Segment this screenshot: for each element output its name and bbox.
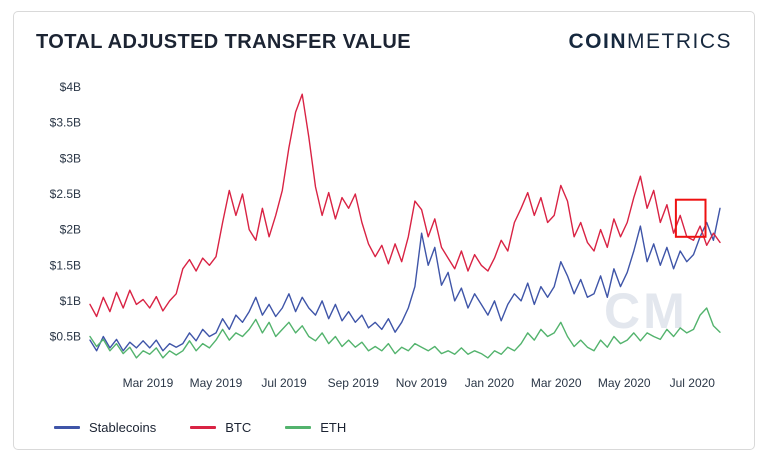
x-axis-label: Jul 2019 — [261, 376, 307, 390]
x-axis-label: May 2020 — [598, 376, 651, 390]
chart-area: CM $4B $3.5B $3B $2.5B $2B $1.5B $1B $0.5B Mar 2… — [32, 54, 736, 420]
y-axis-label: $2B — [60, 222, 81, 236]
legend-swatch — [190, 426, 217, 429]
y-axis-label: $1.5B — [50, 258, 81, 272]
x-axis-label: Jul 2020 — [670, 376, 716, 390]
series-line-stablecoins — [89, 207, 721, 351]
y-axis-label: $0.5B — [50, 329, 81, 343]
legend-item-stablecoins: Stablecoins — [54, 420, 156, 435]
x-axis-label: Jan 2020 — [465, 376, 515, 390]
chart-card: TOTAL ADJUSTED TRANSFER VALUE COINMETRIC… — [13, 11, 755, 450]
legend-label: Stablecoins — [89, 420, 157, 435]
highlight-annotation-box — [674, 198, 707, 238]
logo-coin: COIN — [568, 30, 627, 53]
coinmetrics-watermark: CM — [604, 283, 688, 339]
legend-item-btc: BTC — [190, 420, 251, 435]
transfer-value-chart: CM $4B $3.5B $3B $2.5B $2B $1.5B $1B $0.5B Mar 2… — [50, 80, 721, 390]
coinmetrics-logo: COINMETRICS — [569, 30, 733, 54]
x-axis-label: May 2019 — [190, 376, 243, 390]
legend-swatch — [54, 426, 80, 429]
chart-legend: Stablecoins BTC ETH — [32, 420, 736, 441]
y-axis-label: $3B — [60, 151, 81, 165]
y-axis-label: $1B — [60, 293, 81, 307]
x-axis-label: Mar 2019 — [123, 376, 174, 390]
legend-label: BTC — [225, 420, 252, 435]
legend-swatch — [285, 426, 312, 429]
x-axis-label: Mar 2020 — [531, 376, 582, 390]
legend-item-eth: ETH — [285, 420, 346, 435]
series-line-btc — [89, 93, 721, 317]
series-line-eth — [89, 306, 721, 359]
logo-metrics: METRICS — [627, 30, 732, 53]
chart-header: TOTAL ADJUSTED TRANSFER VALUE COINMETRIC… — [32, 28, 736, 54]
legend-label: ETH — [320, 420, 347, 435]
x-axis-label: Sep 2019 — [328, 376, 380, 390]
y-axis-label: $4B — [60, 80, 81, 94]
y-axis-label: $2.5B — [50, 187, 81, 201]
chart-title: TOTAL ADJUSTED TRANSFER VALUE — [36, 30, 411, 53]
y-axis-label: $3.5B — [50, 115, 81, 129]
x-axis-label: Nov 2019 — [396, 376, 448, 390]
